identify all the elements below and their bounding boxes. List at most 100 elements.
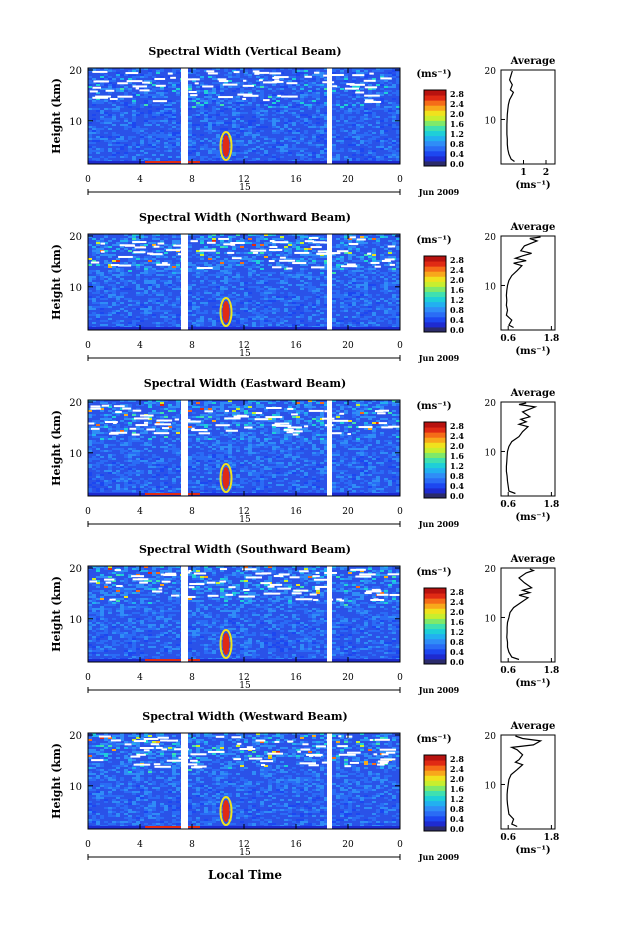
heatmap-cell (136, 450, 140, 452)
heatmap-cell (164, 400, 168, 402)
heatmap-cell (148, 416, 152, 418)
heatmap-cell (236, 422, 240, 424)
heatmap-cell (304, 298, 308, 300)
heatmap-cell (188, 240, 192, 242)
colorbar-tick-label: 2.8 (450, 255, 464, 265)
heatmap-cell (152, 426, 156, 428)
heatmap-cell (376, 316, 380, 318)
heatmap-cell (232, 302, 236, 304)
heatmap-cell (380, 134, 384, 136)
heatmap-cell (376, 324, 380, 326)
heatmap-cell (232, 118, 236, 120)
heatmap-cell (216, 68, 220, 70)
heatmap-cell (268, 96, 272, 98)
heatmap-cell (92, 430, 96, 432)
heatmap-cell (240, 128, 244, 130)
heatmap-cell (380, 434, 384, 436)
heatmap-cell (248, 148, 252, 150)
heatmap-cell (292, 258, 296, 260)
heatmap-cell (372, 116, 376, 118)
heatmap-cell (92, 322, 96, 324)
heatmap-cell (372, 324, 376, 326)
heatmap-cell (360, 400, 364, 402)
heatmap-cell (336, 262, 340, 264)
heatmap-cell (396, 266, 400, 268)
heatmap-cell (276, 298, 280, 300)
heatmap-cell (188, 140, 192, 142)
heatmap-cell (332, 70, 336, 72)
heatmap-cell (132, 258, 136, 260)
heatmap-cell (104, 84, 108, 86)
heatmap-cell (244, 112, 248, 114)
heatmap-cell (240, 318, 244, 320)
heatmap-cell (132, 236, 136, 238)
heatmap-cell (192, 72, 196, 74)
heatmap-cell (152, 258, 156, 260)
heatmap-cell (188, 156, 192, 158)
heatmap-cell (148, 134, 152, 136)
heatmap-cell (132, 114, 136, 116)
heatmap-cell (264, 150, 268, 152)
x-axis: 0 4 8 12 16 20 015 Jun 2009 (85, 234, 460, 363)
heatmap-cell (188, 148, 192, 150)
heatmap-cell (208, 118, 212, 120)
heatmap-cell (204, 90, 208, 92)
heatmap-cell (236, 150, 240, 152)
missing-data-cell (253, 251, 259, 254)
heatmap-cell (212, 284, 216, 286)
heatmap-cell (392, 242, 396, 244)
heatmap-cell (92, 306, 96, 308)
missing-data-cell (117, 82, 128, 85)
heatmap-cell (368, 438, 372, 440)
heatmap-cell (228, 294, 232, 296)
heatmap-cell (88, 152, 92, 154)
heatmap-cell (168, 82, 172, 84)
heatmap-cell (116, 320, 120, 322)
heatmap-cell (116, 134, 120, 136)
heatmap-cell (364, 292, 368, 294)
heatmap-cell (292, 294, 296, 296)
heatmap-cell (200, 140, 204, 142)
heatmap-cell (304, 324, 308, 326)
heatmap-cell (164, 142, 168, 144)
heatmap-cell (116, 410, 120, 412)
heatmap-cell (128, 410, 132, 412)
heatmap-cell (264, 234, 268, 236)
heatmap-cell (120, 404, 124, 406)
heatmap-cell (392, 422, 396, 424)
heatmap-cell (120, 428, 124, 430)
heatmap-cell (384, 310, 388, 312)
heatmap-cell (196, 266, 200, 268)
heatmap-cell (144, 100, 148, 102)
heatmap-cell (208, 284, 212, 286)
heatmap-cell (264, 98, 268, 100)
heatmap-cell (316, 76, 320, 78)
heatmap-cell (160, 418, 164, 420)
heatmap-cell (252, 418, 256, 420)
heatmap-cell (164, 302, 168, 304)
heatmap-cell (332, 290, 336, 292)
heatmap-cell (288, 284, 292, 286)
heatmap-cell (116, 430, 120, 432)
heatmap-cell (356, 268, 360, 270)
heatmap-cell (296, 276, 300, 278)
heatmap-cell (116, 76, 120, 78)
heatmap-cell (192, 422, 196, 424)
heatmap-cell (92, 102, 96, 104)
heatmap-cell (88, 290, 92, 292)
heatmap-cell (284, 136, 288, 138)
heatmap-cell (228, 270, 232, 272)
heatmap-cell (224, 452, 228, 454)
x-tick-label: 0 (397, 175, 403, 185)
heatmap-cell (236, 100, 240, 102)
heatmap-cell (216, 108, 220, 110)
heatmap-cell (324, 324, 328, 326)
colorbar-swatch (424, 316, 446, 323)
heatmap-cell (136, 408, 140, 410)
heatmap-cell (320, 116, 324, 118)
heatmap-cell (164, 430, 168, 432)
heatmap-cell (188, 286, 192, 288)
heatmap-cell (284, 80, 288, 82)
heatmap-cell (140, 144, 144, 146)
heatmap-cell (192, 280, 196, 282)
